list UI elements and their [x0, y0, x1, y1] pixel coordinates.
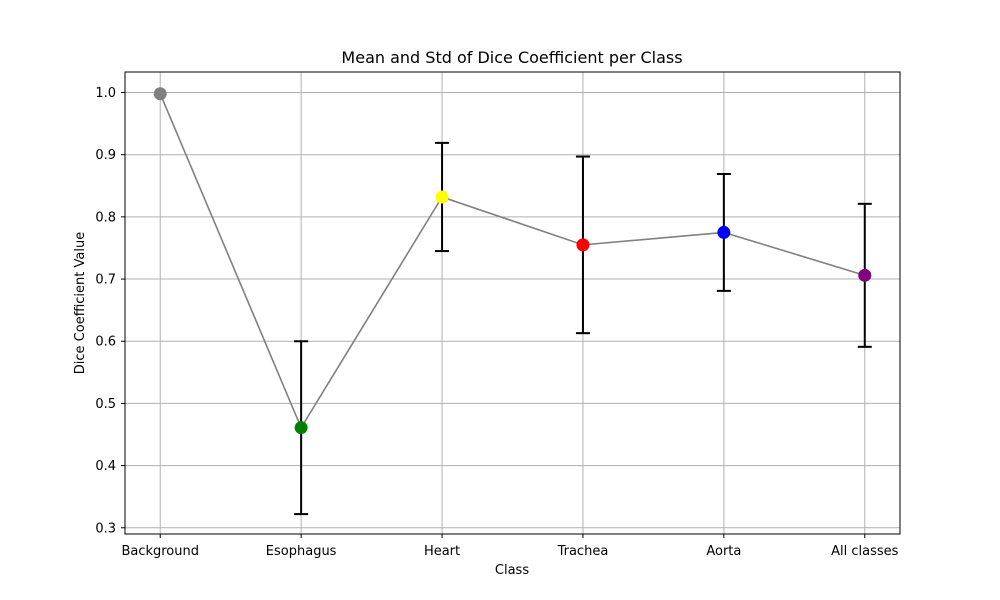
y-tick-label: 0.6	[95, 335, 116, 350]
y-tick-label: 0.5	[95, 397, 116, 412]
x-tick-label: All classes	[831, 544, 899, 559]
data-point	[717, 225, 731, 239]
x-tick-label: Trachea	[557, 544, 609, 559]
plot-frame	[124, 71, 901, 535]
grid	[125, 72, 900, 534]
x-tick-label: Heart	[424, 544, 460, 559]
x-ticks: Background Esophagus Heart Trachea Aorta All …	[121, 534, 899, 559]
data-point	[858, 268, 872, 282]
x-tick-label: Aorta	[706, 544, 741, 559]
data-point	[294, 421, 308, 435]
y-axis-label: Dice Coefficient Value	[73, 232, 88, 374]
y-tick-label: 0.9	[95, 148, 116, 163]
markers	[153, 87, 872, 435]
y-tick-label: 0.4	[95, 459, 116, 474]
y-tick-label: 0.3	[95, 521, 116, 536]
y-tick-label: 1.0	[95, 86, 116, 101]
data-point	[153, 87, 167, 101]
data-point	[435, 190, 449, 204]
x-axis-label: Class	[495, 563, 529, 578]
y-ticks: 0.3 0.4 0.5 0.6 0.7 0.8 0.9 1.0	[95, 86, 125, 536]
chart-title: Mean and Std of Dice Coefficient per Cla…	[341, 48, 682, 67]
series-line	[159, 93, 866, 430]
data-point	[576, 238, 590, 252]
x-tick-label: Background	[121, 544, 199, 559]
y-tick-label: 0.7	[95, 273, 116, 288]
x-tick-label: Esophagus	[266, 544, 337, 559]
y-tick-label: 0.8	[95, 210, 116, 225]
